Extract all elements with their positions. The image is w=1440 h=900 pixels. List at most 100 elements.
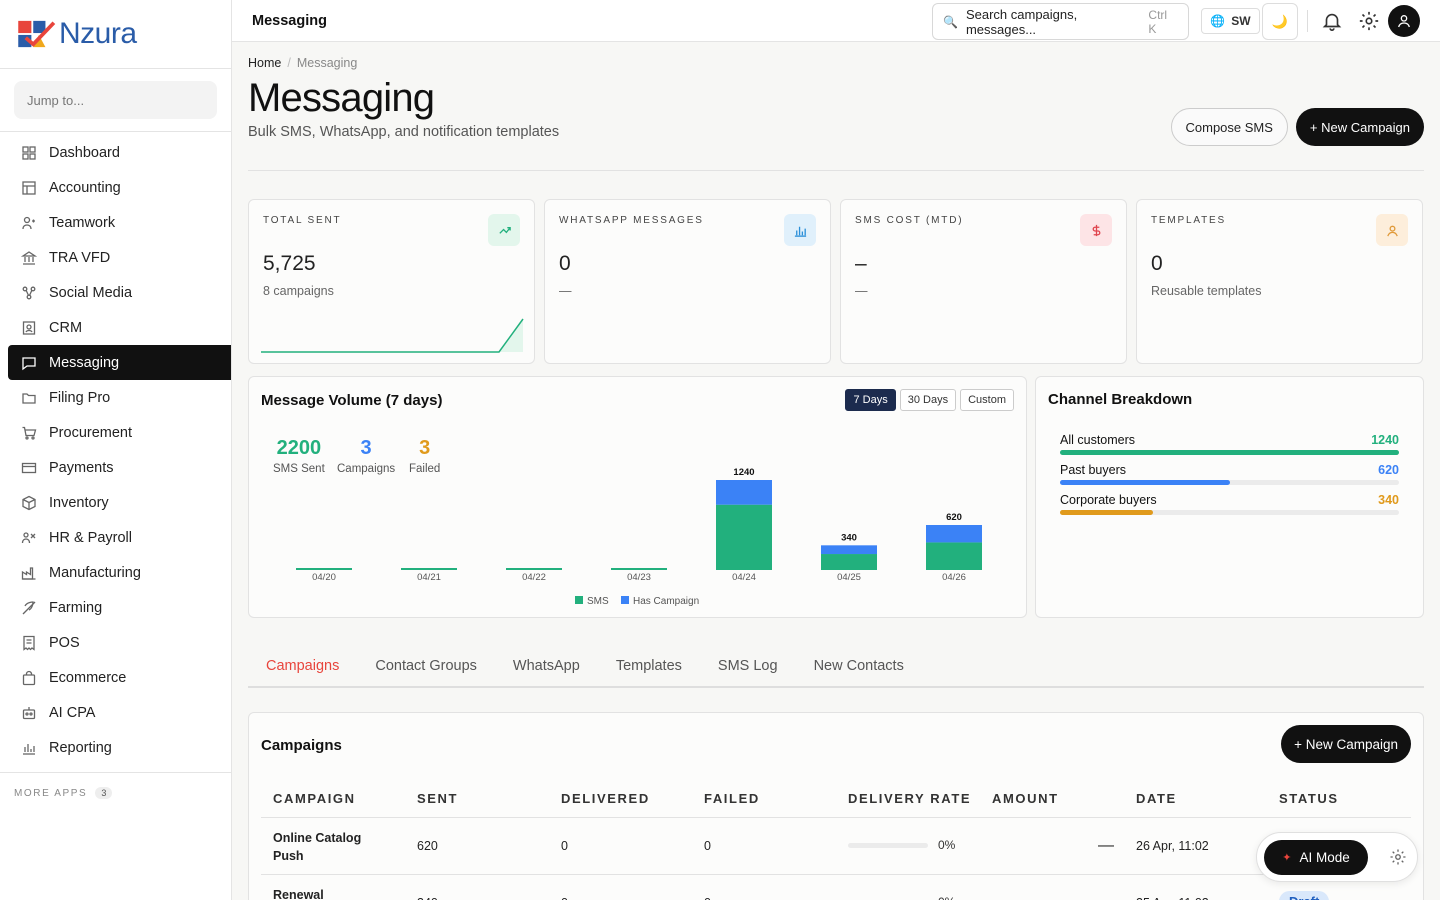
campaign-name[interactable]: Renewal Reminder [273, 888, 324, 900]
people-icon [21, 531, 36, 543]
gear-icon[interactable] [1358, 10, 1380, 32]
sidebar-item-tra-vfd[interactable]: TRA VFD [0, 240, 231, 275]
share-icon [22, 286, 36, 299]
brand-name: Nzura [59, 17, 137, 50]
sidebar-item-label: Dashboard [49, 144, 120, 161]
new-campaign-table-button[interactable]: + New Campaign [1281, 725, 1411, 763]
avatar[interactable] [1388, 5, 1420, 37]
tab-campaigns[interactable]: Campaigns [266, 658, 340, 674]
sidebar-item-label: Manufacturing [49, 564, 141, 581]
cell-date: 26 Apr, 11:02 [1136, 839, 1209, 853]
more-apps[interactable]: MORE APPS 3 [0, 772, 231, 813]
sidebar-item-farming[interactable]: Farming [0, 590, 231, 625]
column-header[interactable]: CAMPAIGN [273, 791, 356, 806]
sidebar-item-label: Farming [49, 599, 103, 616]
sidebar-item-label: CRM [49, 319, 83, 336]
sidebar-item-inventory[interactable]: Inventory [0, 485, 231, 520]
new-campaign-button[interactable]: + New Campaign [1295, 108, 1424, 146]
message-volume-card: Message Volume (7 days) 7 Days 30 Days Cus… [248, 376, 1027, 618]
sidebar-item-manufacturing[interactable]: Manufacturing [0, 555, 231, 590]
breadcrumb-home[interactable]: Home [248, 56, 282, 70]
sidebar-item-hr-payroll[interactable]: HR & Payroll [0, 520, 231, 555]
column-header[interactable]: AMOUNT [992, 791, 1059, 806]
stat-label: Campaigns [337, 463, 396, 475]
sidebar-item-crm[interactable]: CRM [0, 310, 231, 345]
sidebar-item-teamwork[interactable]: Teamwork [0, 205, 231, 240]
tab-new-contacts[interactable]: New Contacts [813, 658, 904, 674]
compose-sms-button[interactable]: Compose SMS [1170, 108, 1288, 146]
contact-icon [22, 320, 36, 335]
kpi-card: TEMPLATES 0 Reusable templates [1136, 199, 1423, 364]
sidebar-item-pos[interactable]: POS [0, 625, 231, 660]
bar-empty[interactable] [401, 568, 457, 570]
sidebar-item-label: Procurement [49, 424, 133, 441]
volume-stat: 3 Failed [409, 437, 440, 475]
column-header[interactable]: STATUS [1279, 791, 1339, 806]
bar-has-campaign[interactable] [716, 480, 772, 505]
bell-icon[interactable] [1321, 10, 1343, 32]
x-tick-label: 04/22 [522, 572, 546, 583]
cart-icon [22, 426, 37, 440]
search-icon: 🔍 [943, 14, 958, 29]
language-button[interactable]: 🌐 SW [1201, 8, 1260, 34]
kpi-value: 0 [559, 252, 571, 275]
bar-empty[interactable] [611, 568, 667, 570]
tab-sms-log[interactable]: SMS Log [717, 658, 778, 674]
theme-toggle-button[interactable]: 🌙 [1262, 3, 1298, 40]
column-header[interactable]: DELIVERED [561, 791, 650, 806]
breadcrumb: Home / Messaging [248, 56, 358, 70]
sidebar-item-procurement[interactable]: Procurement [0, 415, 231, 450]
ai-mode-button[interactable]: ✦ AI Mode [1264, 840, 1368, 875]
sidebar-item-social-media[interactable]: Social Media [0, 275, 231, 310]
channel-bar-fill [1060, 450, 1399, 455]
sidebar-item-dashboard[interactable]: Dashboard [0, 135, 231, 170]
sidebar-item-ecommerce[interactable]: Ecommerce [0, 660, 231, 695]
row-divider [261, 874, 1411, 875]
grid-icon [22, 145, 36, 160]
sidebar: Nzura Jump to... Dashboard Accounting Team… [0, 0, 232, 900]
column-header[interactable]: DELIVERY RATE [848, 791, 972, 806]
bar-empty[interactable] [506, 568, 562, 570]
delivery-rate: 0% [848, 838, 955, 852]
tab-whatsapp[interactable]: WhatsApp [512, 658, 580, 674]
sidebar-item-ai-cpa[interactable]: AI CPA [0, 695, 231, 730]
range-option[interactable]: Custom [960, 389, 1014, 411]
message-icon [22, 356, 36, 370]
leaf-icon [22, 600, 36, 614]
range-option[interactable]: 7 Days [845, 389, 896, 411]
column-header[interactable]: SENT [417, 791, 459, 806]
search-input[interactable]: 🔍 Search campaigns, messages... Ctrl K [932, 3, 1189, 40]
sidebar-item-filing-pro[interactable]: Filing Pro [0, 380, 231, 415]
bar-sms[interactable] [821, 554, 877, 570]
sidebar-item-payments[interactable]: Payments [0, 450, 231, 485]
sidebar-item-reporting[interactable]: Reporting [0, 730, 231, 765]
tab-contact-groups[interactable]: Contact Groups [375, 658, 477, 674]
bar-has-campaign[interactable] [821, 545, 877, 555]
card-icon [21, 462, 37, 473]
ai-mode-label: AI Mode [1299, 850, 1350, 865]
bar-sms[interactable] [716, 504, 772, 570]
jump-to-input[interactable]: Jump to... [14, 81, 217, 119]
channel-value: 620 [1378, 463, 1399, 477]
bar-sms[interactable] [926, 542, 982, 570]
bar-empty[interactable] [296, 568, 352, 570]
range-option[interactable]: 30 Days [899, 389, 957, 411]
column-header[interactable]: DATE [1136, 791, 1177, 806]
x-tick-label: 04/26 [942, 572, 966, 583]
sidebar-item-label: Social Media [49, 284, 133, 301]
kpi-subtext: 8 campaigns [263, 284, 334, 298]
kpi-icon-badge [488, 214, 520, 246]
cell-amount: — [1098, 837, 1114, 854]
column-header[interactable]: FAILED [704, 791, 760, 806]
sidebar-item-messaging[interactable]: Messaging [8, 345, 231, 380]
bar-has-campaign[interactable] [926, 525, 982, 543]
ledger-icon [22, 180, 36, 195]
x-tick-label: 04/24 [732, 572, 756, 583]
volume-stat: 3 Campaigns [337, 437, 395, 475]
tab-templates[interactable]: Templates [615, 658, 682, 674]
campaign-name[interactable]: Online Catalog Push [273, 831, 362, 863]
brand-logo[interactable]: Nzura [0, 0, 231, 69]
ai-settings-gear-icon[interactable] [1389, 848, 1407, 866]
sidebar-item-accounting[interactable]: Accounting [0, 170, 231, 205]
kpi-label: SMS COST (MTD) [855, 215, 964, 226]
